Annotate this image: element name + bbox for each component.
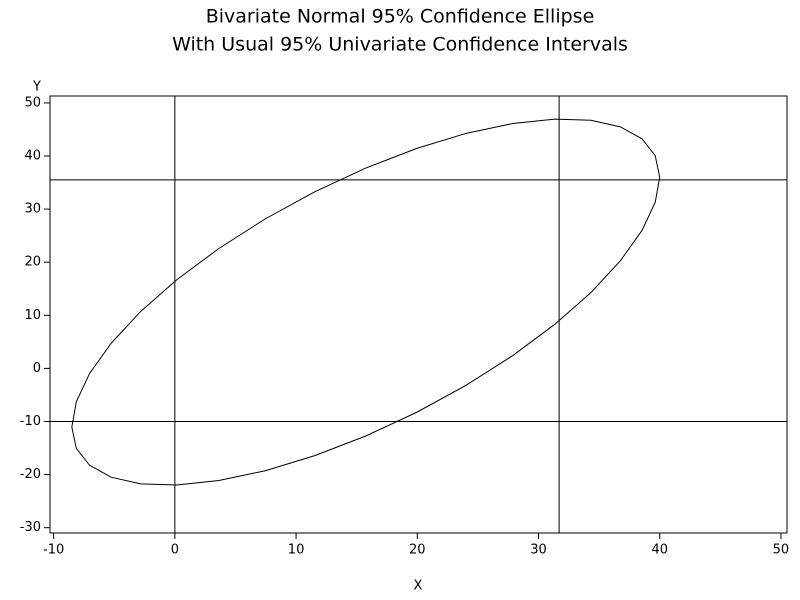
x-axis-label: X xyxy=(414,579,423,594)
chart-title: Bivariate Normal 95% Confidence Ellipse xyxy=(206,6,595,28)
x-tick-label: -10 xyxy=(43,543,64,558)
y-tick-label: 10 xyxy=(24,308,41,323)
ellipse-line xyxy=(71,118,661,486)
x-tick-label: 40 xyxy=(651,543,668,558)
x-tick-label: 10 xyxy=(288,543,305,558)
x-tick-label: 30 xyxy=(530,543,547,558)
y-tick-label: -30 xyxy=(20,520,41,535)
y-tick-label: -20 xyxy=(20,467,41,482)
y-tick-label: 30 xyxy=(24,202,41,217)
x-tick-label: 0 xyxy=(171,543,179,558)
y-tick-label: 40 xyxy=(24,149,41,164)
x-tick-label: 20 xyxy=(409,543,426,558)
chart-subtitle: With Usual 95% Univariate Confidence Int… xyxy=(172,34,628,56)
y-tick-label: 50 xyxy=(24,95,41,110)
plot-frame xyxy=(49,95,788,534)
y-axis-label: Y xyxy=(32,80,41,95)
y-tick-label: 0 xyxy=(33,361,41,376)
x-tick-label: 50 xyxy=(773,543,790,558)
y-tick-label: -10 xyxy=(20,414,41,429)
y-tick-label: 20 xyxy=(24,255,41,270)
